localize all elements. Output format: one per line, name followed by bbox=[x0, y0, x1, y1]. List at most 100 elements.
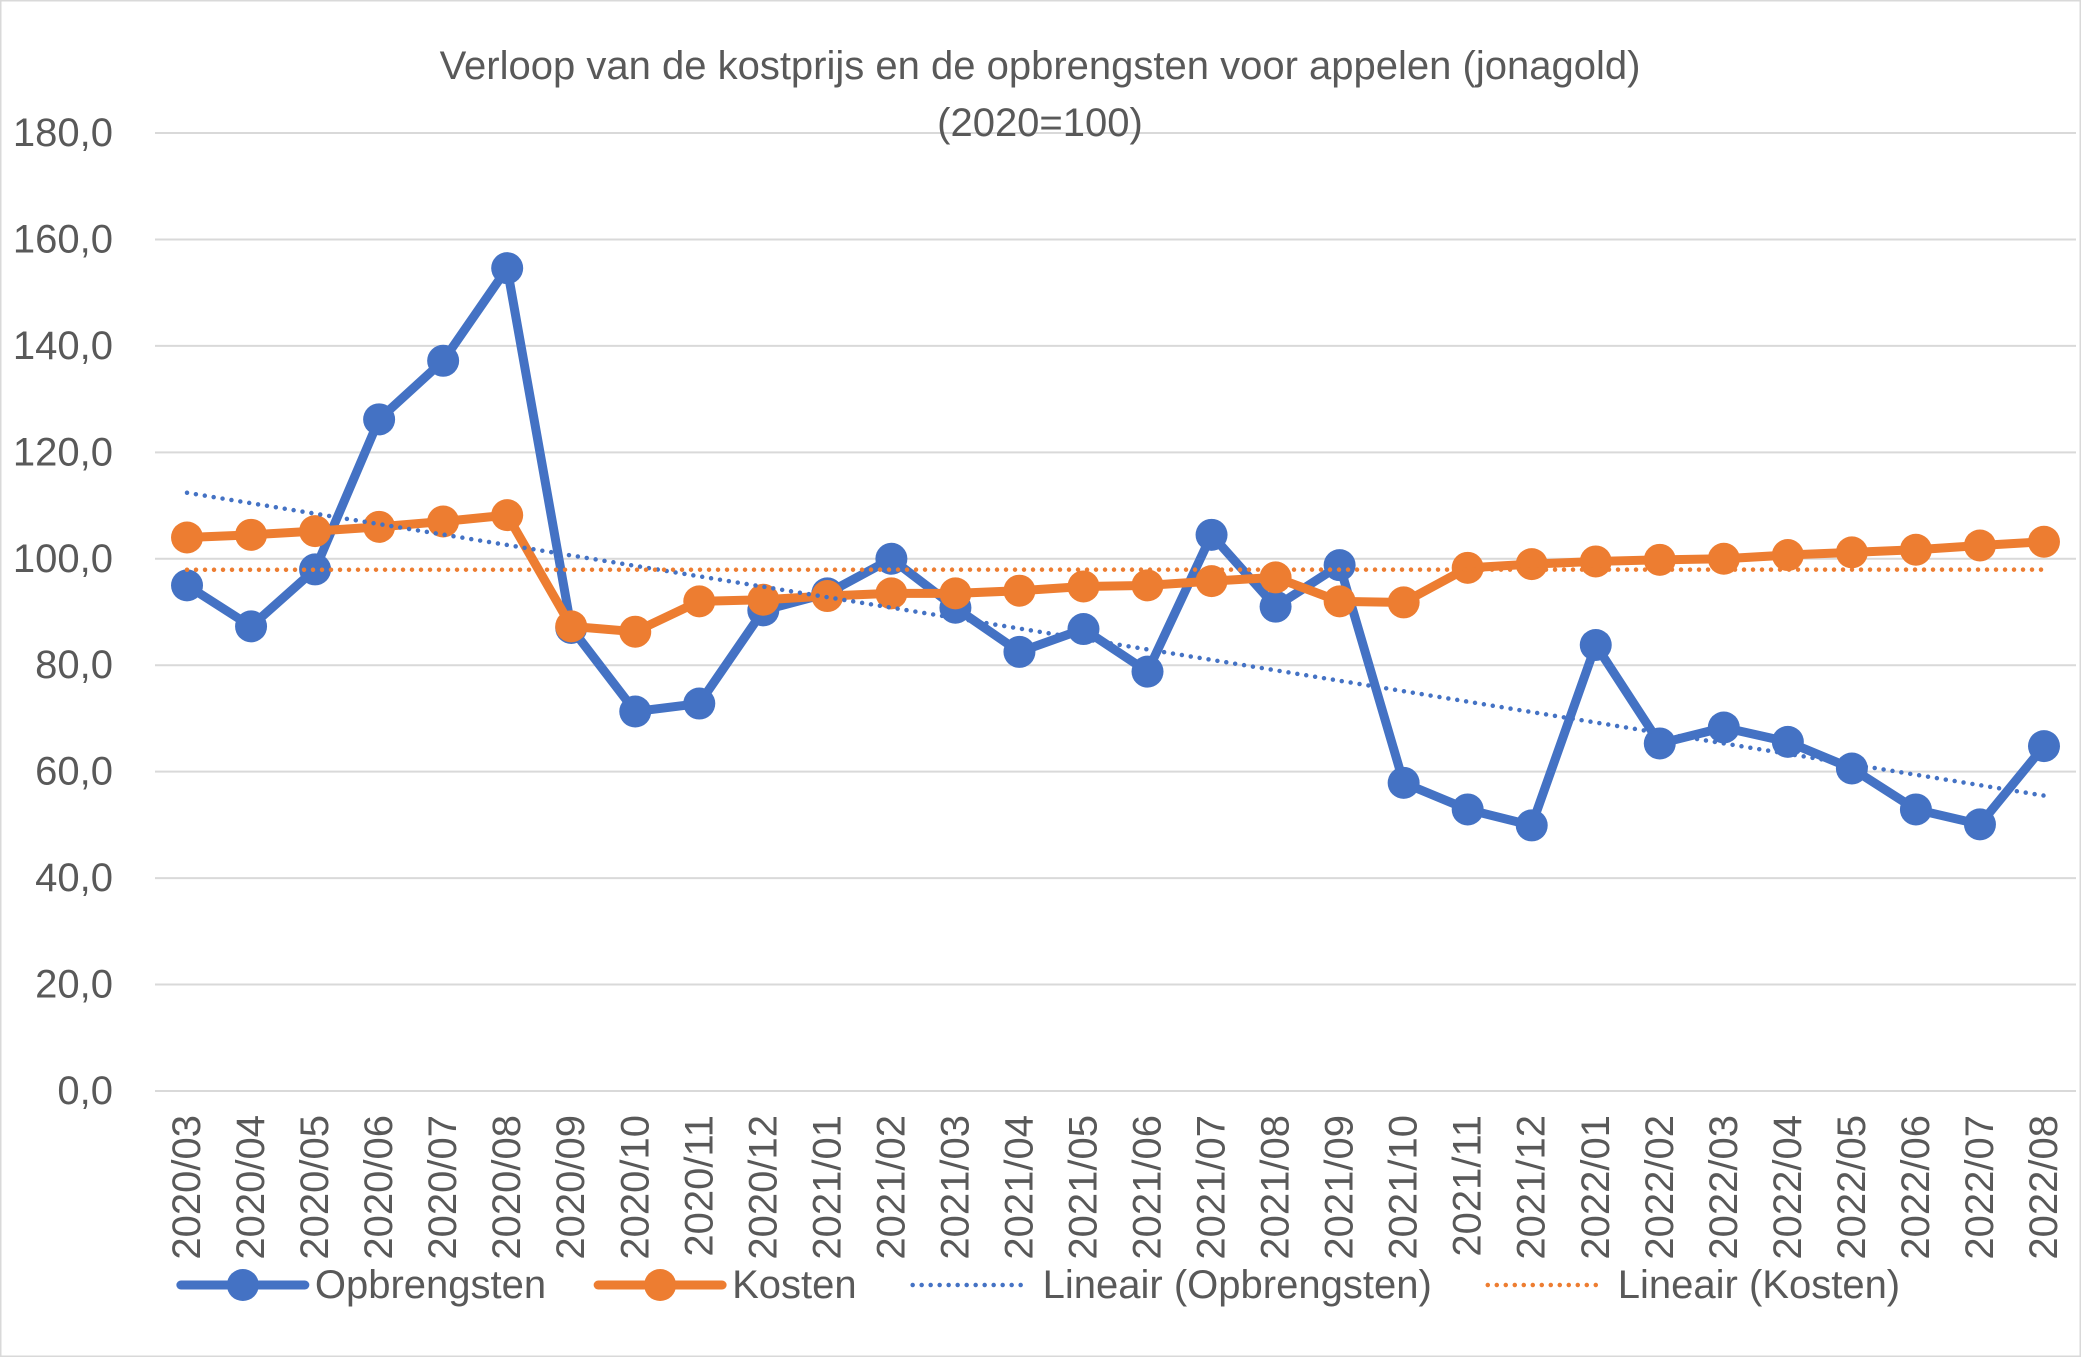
y-tick-label: 160,0 bbox=[13, 217, 113, 261]
legend-label: Opbrengsten bbox=[315, 1263, 546, 1307]
x-tick-label: 2020/05 bbox=[293, 1115, 337, 1260]
data-point-opbrengsten bbox=[875, 542, 908, 575]
data-point-kosten bbox=[1771, 539, 1804, 572]
y-axis-labels: 0,0 20,0 40,0 60,0 80,0 100,0 120,0 140,0 160,0 1… bbox=[13, 111, 113, 1113]
data-point-opbrengsten bbox=[2027, 730, 2060, 763]
y-tick-label: 80,0 bbox=[35, 643, 113, 687]
y-tick-label: 120,0 bbox=[13, 430, 113, 474]
legend-label: Kosten bbox=[732, 1263, 857, 1307]
legend-label: Lineair (Opbrengsten) bbox=[1043, 1263, 1432, 1307]
x-tick-label: 2022/01 bbox=[1574, 1115, 1618, 1260]
data-point-kosten bbox=[1963, 529, 1996, 562]
y-tick-label: 100,0 bbox=[13, 537, 113, 581]
data-point-kosten bbox=[683, 585, 716, 618]
data-point-kosten bbox=[555, 610, 588, 643]
data-point-kosten bbox=[1515, 548, 1548, 581]
legend-item: Kosten bbox=[593, 1263, 857, 1307]
x-tick-label: 2021/01 bbox=[805, 1115, 849, 1260]
data-point-kosten bbox=[1707, 542, 1740, 575]
x-tick-label: 2021/04 bbox=[997, 1115, 1041, 1260]
x-tick-label: 2021/12 bbox=[1510, 1115, 1554, 1260]
x-tick-label: 2020/04 bbox=[229, 1115, 273, 1260]
chart-title-line-2: (2020=100) bbox=[937, 101, 1143, 145]
x-tick-label: 2021/10 bbox=[1382, 1115, 1426, 1260]
x-tick-label: 2021/07 bbox=[1190, 1115, 1234, 1260]
x-tick-label: 2020/09 bbox=[549, 1115, 593, 1260]
x-tick-label: 2020/08 bbox=[485, 1115, 529, 1260]
x-tick-label: 2021/03 bbox=[933, 1115, 977, 1260]
data-point-kosten bbox=[1067, 570, 1100, 603]
x-tick-label: 2020/12 bbox=[741, 1115, 785, 1260]
y-tick-label: 140,0 bbox=[13, 324, 113, 368]
trendlines bbox=[184, 490, 2047, 798]
legend-swatch-line-marker bbox=[593, 1269, 727, 1301]
data-point-kosten bbox=[1259, 561, 1292, 594]
x-tick-label: 2021/06 bbox=[1126, 1115, 1170, 1260]
data-point-kosten bbox=[875, 577, 908, 610]
data-point-kosten bbox=[171, 521, 204, 554]
data-point-opbrengsten bbox=[1771, 725, 1804, 758]
x-tick-label: 2020/10 bbox=[613, 1115, 657, 1260]
chart-title-line-1: Verloop van de kostprijs en de opbrengst… bbox=[440, 44, 1641, 88]
data-point-opbrengsten bbox=[1515, 809, 1548, 842]
data-point-kosten bbox=[1899, 533, 1932, 566]
data-point-opbrengsten bbox=[491, 252, 524, 285]
data-point-opbrengsten bbox=[1579, 628, 1612, 661]
data-point-kosten bbox=[1003, 574, 1036, 607]
data-point-kosten bbox=[1387, 586, 1420, 619]
plot-series bbox=[171, 252, 2060, 842]
x-tick-label: 2021/08 bbox=[1254, 1115, 1298, 1260]
data-point-kosten bbox=[1195, 565, 1228, 598]
data-point-opbrengsten bbox=[1963, 808, 1996, 841]
data-point-opbrengsten bbox=[1835, 752, 1868, 785]
y-tick-label: 60,0 bbox=[35, 750, 113, 794]
legend-swatch-line-marker bbox=[176, 1269, 310, 1301]
data-point-opbrengsten bbox=[235, 610, 268, 643]
data-point-opbrengsten bbox=[171, 569, 204, 602]
y-tick-label: 40,0 bbox=[35, 856, 113, 900]
x-tick-label: 2022/04 bbox=[1766, 1115, 1810, 1260]
legend-item: Lineair (Opbrengsten) bbox=[910, 1263, 1432, 1307]
x-tick-label: 2021/02 bbox=[869, 1115, 913, 1260]
x-axis-labels: 2020/03 2020/04 2020/05 2020/06 2020/07 2020/… bbox=[165, 1115, 2066, 1260]
data-point-opbrengsten bbox=[363, 403, 396, 436]
data-point-opbrengsten bbox=[1195, 518, 1228, 551]
data-point-opbrengsten bbox=[1323, 549, 1356, 582]
data-point-kosten bbox=[1835, 536, 1868, 569]
data-point-opbrengsten bbox=[1259, 590, 1292, 623]
data-point-opbrengsten bbox=[1131, 655, 1164, 688]
data-point-opbrengsten bbox=[1707, 711, 1740, 744]
data-point-kosten bbox=[1579, 545, 1612, 578]
data-point-opbrengsten bbox=[683, 687, 716, 720]
data-point-opbrengsten bbox=[427, 344, 460, 377]
data-point-kosten bbox=[1323, 585, 1356, 618]
data-point-kosten bbox=[1643, 543, 1676, 576]
legend: Opbrengsten Kosten Lineair (Opbrengsten) Li… bbox=[176, 1263, 1900, 1307]
y-tick-label: 180,0 bbox=[13, 111, 113, 155]
data-point-kosten bbox=[1451, 551, 1484, 584]
trendline-opbrengsten bbox=[184, 490, 2047, 798]
data-point-kosten bbox=[363, 510, 396, 543]
data-point-kosten bbox=[299, 515, 332, 548]
data-point-opbrengsten bbox=[1003, 635, 1036, 668]
legend-label: Lineair (Kosten) bbox=[1618, 1263, 1900, 1307]
x-tick-label: 2020/06 bbox=[357, 1115, 401, 1260]
data-point-kosten bbox=[2027, 525, 2060, 558]
data-point-kosten bbox=[747, 583, 780, 616]
data-point-kosten bbox=[491, 499, 524, 532]
data-point-opbrengsten bbox=[1451, 793, 1484, 826]
x-tick-label: 2022/06 bbox=[1894, 1115, 1938, 1260]
x-tick-label: 2021/05 bbox=[1061, 1115, 1105, 1260]
x-tick-label: 2020/11 bbox=[677, 1115, 721, 1257]
data-point-opbrengsten bbox=[1643, 727, 1676, 760]
data-point-kosten bbox=[427, 505, 460, 538]
x-tick-label: 2022/08 bbox=[2022, 1115, 2066, 1260]
x-tick-label: 2022/07 bbox=[1958, 1115, 2002, 1260]
data-point-kosten bbox=[619, 615, 652, 648]
y-tick-label: 0,0 bbox=[57, 1069, 113, 1113]
x-tick-label: 2022/05 bbox=[1830, 1115, 1874, 1260]
x-tick-label: 2020/07 bbox=[421, 1115, 465, 1260]
x-tick-label: 2022/02 bbox=[1638, 1115, 1682, 1260]
